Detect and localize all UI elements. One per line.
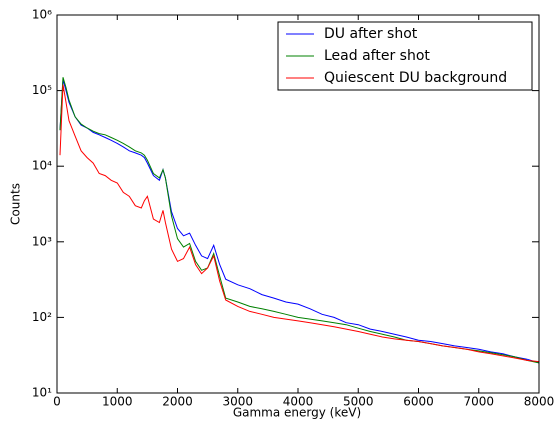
y-tick-label: 10¹ (32, 386, 52, 400)
plot-frame (56, 14, 540, 394)
x-tick-label: 5000 (343, 395, 374, 409)
series-line (59, 84, 540, 363)
y-tick-label: 10⁶ (32, 8, 52, 22)
y-tick-label: 10⁴ (32, 159, 52, 173)
x-tick-label: 4000 (283, 395, 314, 409)
legend-label: DU after shot (324, 26, 418, 42)
x-tick-label: 8000 (524, 395, 555, 409)
legend-label: Lead after shot (324, 48, 430, 64)
x-axis-label: Gamma energy (keV) (233, 406, 361, 420)
legend-label: Quiescent DU background (324, 70, 507, 86)
y-tick-label: 10⁵ (32, 83, 52, 97)
x-tick-label: 1000 (102, 395, 133, 409)
x-tick-label: 2000 (162, 395, 193, 409)
x-tick-label: 0 (53, 395, 61, 409)
x-tick-label: 6000 (403, 395, 434, 409)
x-tick-label: 3000 (222, 395, 253, 409)
x-tick-label: 7000 (463, 395, 494, 409)
y-axis-label: Counts (9, 183, 23, 225)
y-tick-label: 10² (32, 310, 52, 324)
y-tick-label: 10³ (32, 234, 52, 248)
legend-box (277, 21, 533, 91)
series-line (59, 79, 540, 364)
series-line (59, 77, 540, 364)
